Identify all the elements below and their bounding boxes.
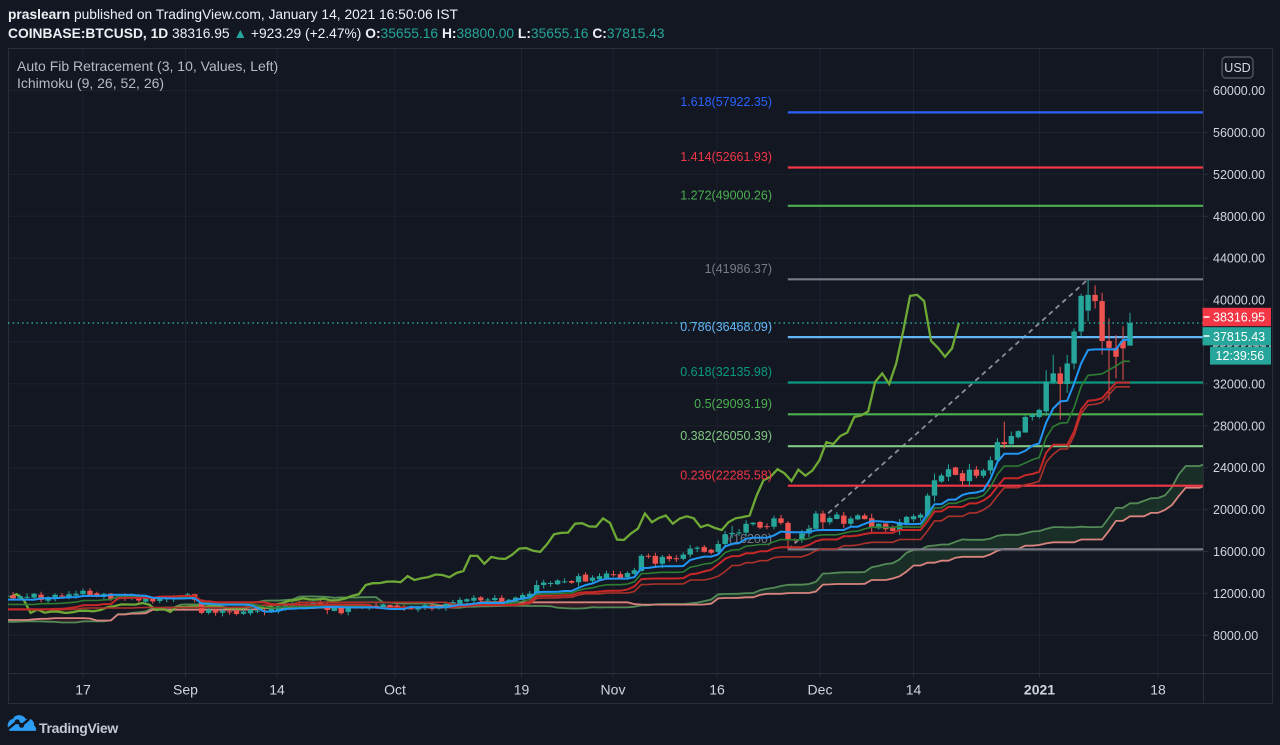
svg-text:0.618(32135.98): 0.618(32135.98) — [680, 365, 772, 379]
svg-text:52000.00: 52000.00 — [1213, 168, 1265, 182]
svg-text:17: 17 — [75, 682, 91, 698]
svg-text:0.786(36468.09): 0.786(36468.09) — [680, 320, 772, 334]
svg-text:18: 18 — [1150, 682, 1166, 698]
svg-text:44000.00: 44000.00 — [1213, 252, 1265, 266]
svg-text:1.272(49000.26): 1.272(49000.26) — [680, 189, 772, 203]
svg-text:48000.00: 48000.00 — [1213, 210, 1265, 224]
svg-text:40000.00: 40000.00 — [1213, 294, 1265, 308]
svg-text:USD: USD — [1224, 61, 1250, 75]
svg-text:14: 14 — [906, 682, 922, 698]
svg-text:0.236(22285.58): 0.236(22285.58) — [680, 468, 772, 482]
svg-text:20000.00: 20000.00 — [1213, 503, 1265, 517]
svg-text:Sep: Sep — [173, 682, 198, 698]
svg-text:60000.00: 60000.00 — [1213, 84, 1265, 98]
svg-text:37815.43: 37815.43 — [1213, 330, 1265, 344]
svg-text:Auto Fib Retracement (3, 10, V: Auto Fib Retracement (3, 10, Values, Lef… — [17, 58, 278, 74]
svg-text:1.414(52661.93): 1.414(52661.93) — [680, 150, 772, 164]
svg-text:Dec: Dec — [808, 682, 833, 698]
svg-text:56000.00: 56000.00 — [1213, 126, 1265, 140]
svg-text:COINBASE:BTCUSD, 1D 38316.95 ▲: COINBASE:BTCUSD, 1D 38316.95 ▲ +923.29 (… — [8, 26, 665, 41]
svg-text:12000.00: 12000.00 — [1213, 587, 1265, 601]
svg-text:8000.00: 8000.00 — [1213, 629, 1258, 643]
svg-text:1(41986.37): 1(41986.37) — [705, 262, 772, 276]
svg-text:TradingView: TradingView — [39, 720, 118, 736]
svg-text:32000.00: 32000.00 — [1213, 377, 1265, 391]
svg-text:16000.00: 16000.00 — [1213, 545, 1265, 559]
svg-text:Nov: Nov — [601, 682, 626, 698]
svg-text:0.382(26050.39): 0.382(26050.39) — [680, 429, 772, 443]
svg-text:praslearn published on Trading: praslearn published on TradingView.com, … — [8, 7, 459, 22]
svg-text:28000.00: 28000.00 — [1213, 419, 1265, 433]
svg-text:12:39:56: 12:39:56 — [1216, 349, 1265, 363]
svg-text:1.618(57922.35): 1.618(57922.35) — [680, 95, 772, 109]
svg-text:38316.95: 38316.95 — [1213, 311, 1265, 325]
svg-text:16: 16 — [709, 682, 725, 698]
svg-text:19: 19 — [514, 682, 530, 698]
svg-text:0.5(29093.19): 0.5(29093.19) — [694, 397, 772, 411]
svg-text:Ichimoku (9, 26, 52, 26): Ichimoku (9, 26, 52, 26) — [17, 75, 164, 91]
svg-text:Oct: Oct — [384, 682, 406, 698]
svg-text:24000.00: 24000.00 — [1213, 461, 1265, 475]
svg-text:14: 14 — [269, 682, 285, 698]
svg-text:2021: 2021 — [1024, 682, 1055, 698]
